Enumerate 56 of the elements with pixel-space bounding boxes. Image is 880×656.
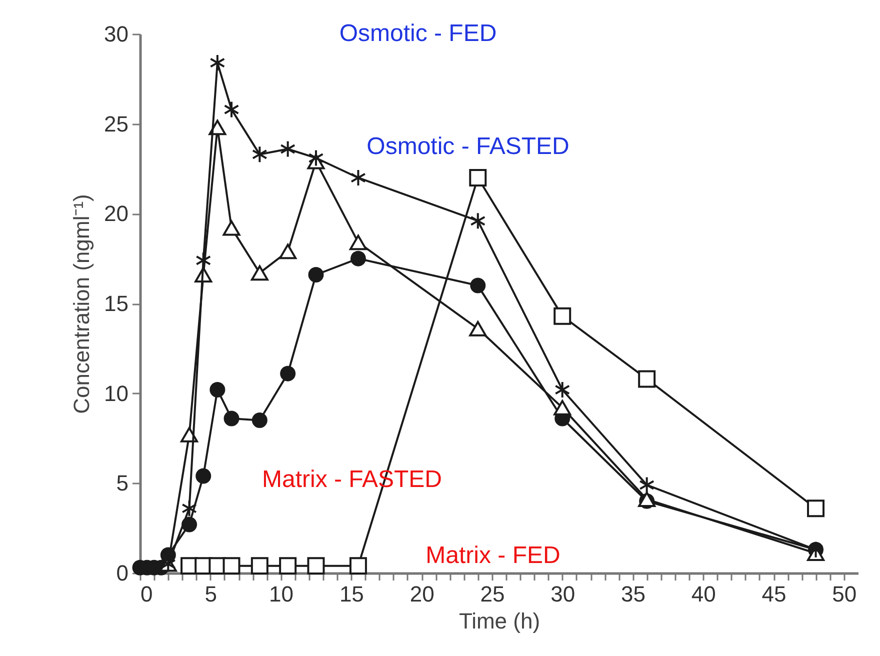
point <box>307 557 325 575</box>
point <box>250 557 268 575</box>
point <box>554 307 572 325</box>
x-tick-label: 30 <box>550 582 576 606</box>
point <box>554 380 570 398</box>
point <box>224 100 240 118</box>
point <box>469 168 487 186</box>
y-tick-label: 25 <box>104 111 128 136</box>
point <box>469 320 487 336</box>
point <box>252 412 268 428</box>
x-tick-label: 15 <box>339 582 364 606</box>
point <box>470 212 486 230</box>
point <box>280 366 296 382</box>
point <box>807 500 825 518</box>
point <box>280 140 296 158</box>
point <box>222 557 240 575</box>
point <box>224 410 240 426</box>
point <box>349 557 367 575</box>
point <box>308 149 324 167</box>
y-tick-label: 0 <box>116 560 128 586</box>
x-tick-label: 50 <box>832 582 857 606</box>
y-tick-label: 5 <box>116 470 128 496</box>
point <box>639 476 655 494</box>
point <box>222 220 240 236</box>
point <box>252 146 268 164</box>
annotation: Osmotic - FASTED <box>366 133 570 160</box>
y-tick-label: 30 <box>104 22 128 46</box>
x-tick-label: 35 <box>621 582 646 606</box>
point <box>638 370 656 388</box>
point <box>308 267 324 282</box>
point <box>279 244 297 260</box>
x-tick-label: 0 <box>140 582 153 606</box>
y-tick-label: 20 <box>104 201 128 226</box>
point <box>350 250 366 266</box>
y-axis-title: Concentration (ngml⁻¹) <box>69 194 94 414</box>
x-tick-label: 40 <box>691 582 716 606</box>
annotation: Matrix - FED <box>426 542 560 569</box>
annotation: Osmotic - FED <box>339 20 497 47</box>
y-tick-label: 10 <box>104 380 128 406</box>
point <box>470 278 486 294</box>
point <box>250 265 268 281</box>
point <box>350 168 366 186</box>
point <box>554 400 572 416</box>
point <box>279 557 297 575</box>
point <box>182 500 198 518</box>
x-tick-label: 25 <box>480 582 505 606</box>
x-tick-label: 45 <box>762 582 786 606</box>
point <box>210 382 226 398</box>
point <box>349 234 367 250</box>
x-tick-label: 5 <box>204 582 218 606</box>
y-tick-label: 15 <box>104 291 128 316</box>
point <box>196 468 212 484</box>
x-tick-label: 20 <box>410 582 434 606</box>
point <box>210 54 226 72</box>
x-tick-label: 10 <box>269 582 294 606</box>
x-axis-title: Time (h) <box>458 608 540 634</box>
